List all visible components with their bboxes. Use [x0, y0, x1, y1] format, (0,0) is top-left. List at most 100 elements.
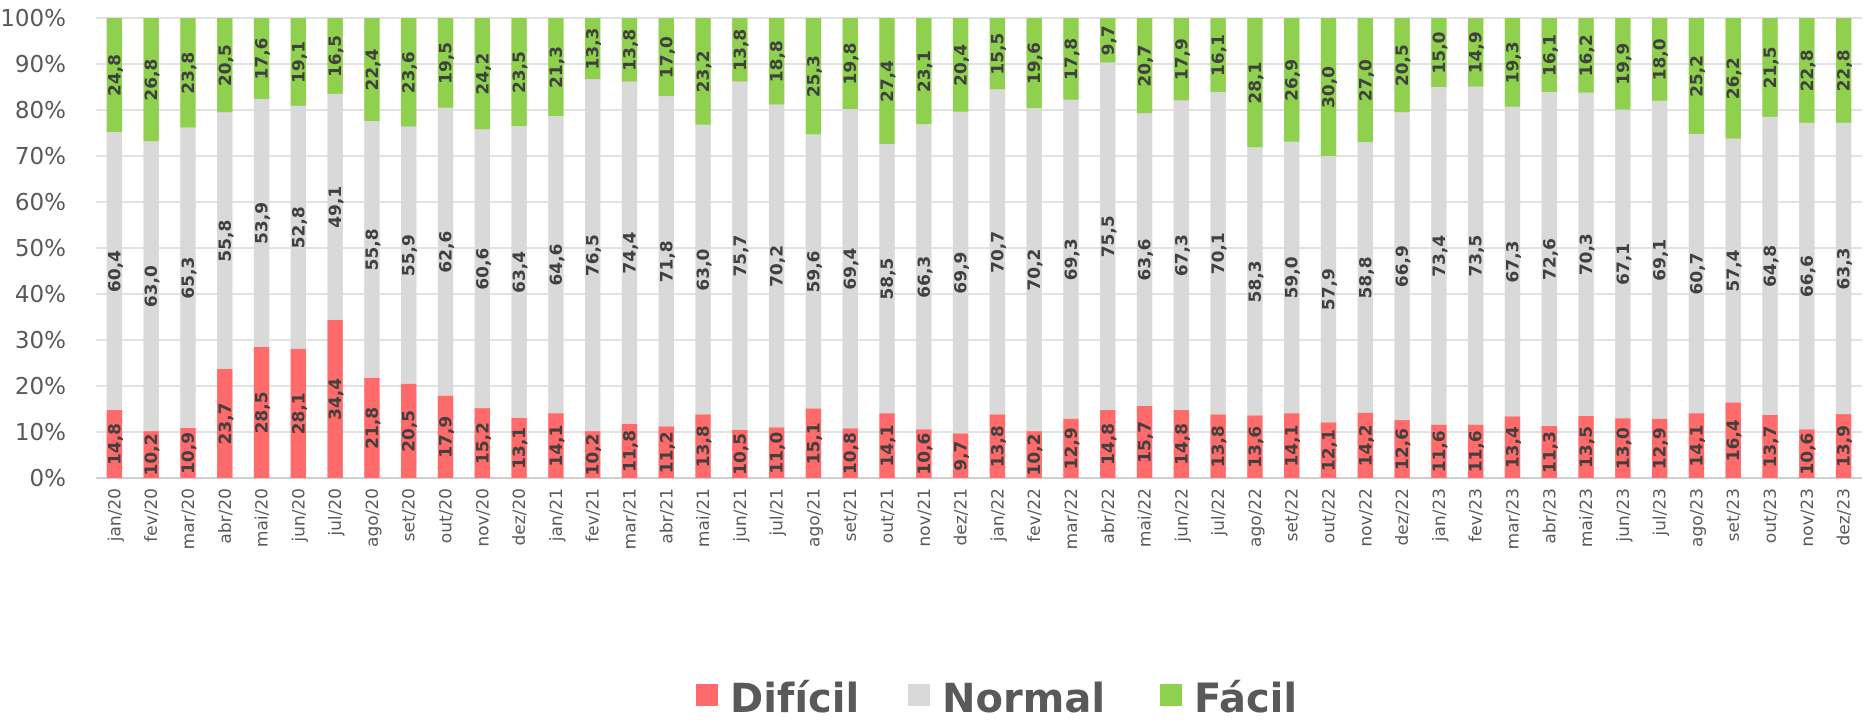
bar-segment: [1651, 100, 1668, 419]
legend-swatch: [908, 684, 930, 706]
data-label: 20,4: [952, 44, 972, 86]
data-label: 58,8: [1356, 256, 1376, 298]
bar-segment: [584, 431, 601, 478]
data-label: 63,0: [694, 248, 714, 290]
x-tick-label: mar/23: [1503, 488, 1523, 549]
data-label: 10,6: [915, 433, 935, 475]
x-tick-label: out/22: [1320, 488, 1340, 543]
data-label: 73,4: [1430, 235, 1450, 277]
y-tick-label: 0%: [30, 466, 67, 492]
x-tick-label: jun/22: [1172, 488, 1192, 543]
bar-segment: [842, 18, 858, 110]
data-label: 28,5: [253, 391, 273, 433]
legend-label: Normal: [942, 676, 1105, 722]
bar-segment: [1578, 18, 1594, 93]
y-tick-label: 60%: [15, 190, 66, 216]
data-label: 14,2: [1356, 424, 1376, 466]
data-label: 19,6: [1025, 42, 1045, 84]
bar-segment: [658, 18, 674, 97]
y-tick-label: 70%: [15, 144, 66, 170]
x-tick-label: dez/20: [510, 488, 530, 546]
data-label: 23,6: [400, 51, 420, 93]
x-tick-label: abr/20: [216, 488, 236, 544]
data-label: 23,8: [179, 52, 199, 94]
data-label: 69,3: [1062, 238, 1082, 280]
data-label: 17,9: [437, 416, 457, 458]
bar-segment: [1210, 18, 1226, 93]
data-label: 10,6: [1798, 433, 1818, 475]
bar-segment: [1357, 18, 1374, 143]
bar-segment: [1578, 92, 1594, 416]
data-label: 14,9: [1467, 31, 1487, 73]
data-label: 57,4: [1724, 249, 1744, 291]
data-label: 63,0: [142, 265, 162, 307]
bar-segment: [1100, 18, 1116, 63]
bar-segment: [584, 79, 601, 432]
bar-segment: [290, 18, 307, 106]
data-label: 13,9: [1835, 425, 1855, 467]
bar-segment: [106, 409, 123, 478]
bar-segment: [1026, 18, 1042, 109]
bar-segment: [180, 18, 196, 128]
data-label: 34,4: [326, 378, 346, 420]
bar-segment: [805, 18, 822, 135]
data-label: 16,1: [1209, 34, 1229, 76]
data-label: 10,5: [731, 433, 751, 475]
bar-segment: [548, 115, 564, 414]
data-label: 14,8: [1172, 423, 1192, 465]
x-tick-label: jul/21: [768, 488, 788, 537]
x-tick-label: ago/23: [1687, 488, 1707, 547]
bar-segment: [1835, 414, 1852, 478]
bar-segment: [695, 18, 711, 125]
data-label: 28,1: [1246, 62, 1266, 104]
data-label: 67,3: [1172, 234, 1192, 276]
data-label: 19,1: [289, 41, 309, 83]
data-label: 15,1: [804, 422, 824, 464]
data-label: 67,1: [1614, 243, 1634, 285]
data-label: 11,3: [1540, 431, 1560, 473]
bar-segment: [879, 18, 895, 145]
bar-segment: [1173, 100, 1190, 410]
bar-segment: [511, 18, 527, 127]
data-label: 70,3: [1577, 233, 1597, 275]
bar-segment: [364, 18, 380, 122]
data-label: 24,2: [473, 53, 493, 95]
data-label: 28,1: [289, 392, 309, 434]
data-label: 12,6: [1393, 428, 1413, 470]
data-label: 18,0: [1651, 38, 1671, 80]
data-label: 49,1: [326, 186, 346, 228]
data-label: 55,8: [216, 220, 236, 262]
bar-segment: [768, 18, 785, 105]
x-tick-label: jan/21: [547, 488, 567, 542]
bar-segment: [1136, 405, 1153, 478]
bar-segment: [805, 134, 822, 409]
bar-segment: [511, 126, 527, 418]
bar-segment: [474, 408, 491, 478]
grid-lines: [96, 17, 1862, 479]
data-label: 64,8: [1761, 245, 1781, 287]
x-tick-label: abr/21: [657, 488, 677, 544]
bar-segment: [1357, 412, 1374, 478]
bar-segment: [1467, 18, 1484, 87]
bar-segment: [401, 126, 417, 384]
data-label: 17,9: [1172, 38, 1192, 80]
bar-segment: [1026, 431, 1042, 478]
bar-segment: [1762, 18, 1778, 117]
bar-segment: [1063, 18, 1079, 100]
data-label: 74,4: [620, 231, 640, 273]
bar-segment: [1210, 92, 1226, 415]
data-label: 10,2: [142, 434, 162, 476]
bar-segment: [1247, 147, 1263, 416]
bar-segment: [143, 18, 159, 142]
bar-segment: [180, 127, 196, 428]
bar-segment: [327, 18, 343, 94]
bar-segment: [1247, 415, 1263, 478]
data-label: 70,2: [1025, 249, 1045, 291]
data-label: 53,9: [253, 202, 273, 244]
bar-segment: [1799, 429, 1815, 478]
data-label: 23,7: [216, 403, 236, 445]
bar-segment: [1725, 18, 1741, 139]
x-tick-label: nov/21: [915, 488, 935, 547]
x-tick-label: dez/21: [952, 488, 972, 546]
